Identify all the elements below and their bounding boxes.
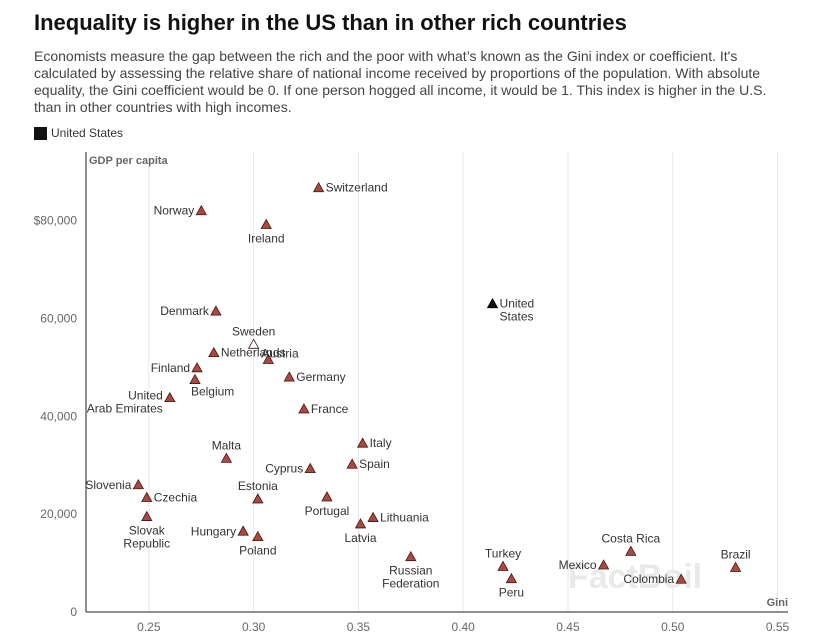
legend-label: United States xyxy=(51,126,124,140)
y-tick-label: 20,000 xyxy=(40,507,77,521)
point-lithuania-label: Lithuania xyxy=(380,511,429,525)
point-austria-label: Austria xyxy=(261,346,299,360)
y-tick-label: $80,000 xyxy=(34,214,78,228)
point-germany-marker xyxy=(283,371,295,382)
point-colombia-marker xyxy=(675,573,687,584)
legend: United States xyxy=(34,126,123,140)
point-czechia-marker xyxy=(141,491,153,502)
point-austria-marker xyxy=(262,353,274,364)
x-tick-label: 0.25 xyxy=(137,620,161,634)
point-france-label: France xyxy=(311,402,349,416)
point-czechia-label: Czechia xyxy=(154,490,198,504)
point-slovak-republic-label: Slovak Republic xyxy=(123,524,170,551)
point-netherlands-marker xyxy=(208,346,220,358)
point-mexico-label: Mexico xyxy=(559,558,597,572)
point-latvia-label: Latvia xyxy=(344,531,376,545)
point-netherlands-label: Netherlands xyxy=(221,346,286,360)
point-united-arab-emirates-label: United Arab Emirates xyxy=(87,389,163,416)
grid-lines xyxy=(148,152,779,612)
point-hungary-label: Hungary xyxy=(191,524,236,538)
point-norway-label: Norway xyxy=(154,204,195,218)
point-portugal-marker xyxy=(321,491,333,502)
y-axis-title: GDP per capita xyxy=(89,155,169,167)
point-france-marker xyxy=(298,403,310,414)
point-ireland-marker xyxy=(260,218,272,229)
point-lithuania-marker xyxy=(367,511,379,522)
point-italy-marker xyxy=(356,437,369,448)
point-sweden-marker xyxy=(247,338,260,349)
point-ireland-label: Ireland xyxy=(248,231,285,245)
point-turkey-marker xyxy=(497,560,509,571)
point-costa-rica-label: Costa Rica xyxy=(601,531,660,545)
point-brazil-label: Brazil xyxy=(721,547,751,561)
point-brazil-marker xyxy=(729,561,742,572)
point-malta-label: Malta xyxy=(212,438,242,452)
chart-title: Inequality is higher in the US than in o… xyxy=(34,10,627,35)
x-tick-label: 0.40 xyxy=(452,620,476,634)
point-turkey-label: Turkey xyxy=(485,546,521,560)
point-malta-marker xyxy=(220,452,233,463)
y-tick-label: 40,000 xyxy=(40,409,77,423)
point-cyprus-marker xyxy=(304,462,316,474)
y-tick-label: 0 xyxy=(70,605,77,619)
x-tick-label: 0.45 xyxy=(556,620,580,634)
point-russian-federation-marker xyxy=(405,550,417,562)
x-tick-label: 0.35 xyxy=(347,620,371,634)
point-united-states-marker xyxy=(486,297,499,309)
chart-subtitle: Economists measure the gap between the r… xyxy=(34,48,767,115)
point-poland-label: Poland xyxy=(239,544,276,558)
axes: 0.25 0.30 0.35 0.40 0.45 0.50 0.55 0 20,000 40,00… xyxy=(34,152,790,634)
point-poland-marker xyxy=(252,530,264,542)
point-denmark-marker xyxy=(210,305,222,316)
point-belgium-label: Belgium xyxy=(191,385,234,399)
point-finland-label: Finland xyxy=(151,361,190,375)
point-peru-marker xyxy=(505,572,518,584)
point-costa-rica-marker xyxy=(625,545,637,556)
point-united-arab-emirates-marker xyxy=(164,391,176,403)
point-estonia-label: Estonia xyxy=(238,479,278,493)
point-cyprus-label: Cyprus xyxy=(265,462,303,476)
data-points: Switzerland Norway Ireland United States Denm… xyxy=(85,181,750,600)
point-sweden-label: Sweden xyxy=(232,324,275,338)
point-switzerland-label: Switzerland xyxy=(326,181,388,195)
point-spain-label: Spain xyxy=(359,457,390,471)
x-tick-label: 0.55 xyxy=(766,620,790,634)
y-tick-label: 60,000 xyxy=(40,311,77,325)
point-slovak-republic-marker xyxy=(141,510,153,521)
x-tick-label: 0.30 xyxy=(242,620,266,634)
point-estonia-marker xyxy=(252,493,264,504)
point-colombia-label: Colombia xyxy=(623,572,674,586)
point-spain-marker xyxy=(346,458,358,469)
x-axis-title: Gini xyxy=(767,597,788,609)
point-switzerland-marker xyxy=(312,181,325,193)
point-norway-marker xyxy=(195,204,207,216)
point-latvia-marker xyxy=(354,518,367,529)
point-belgium-marker xyxy=(189,373,201,384)
legend-swatch xyxy=(34,126,47,140)
point-portugal-label: Portugal xyxy=(305,504,350,518)
point-united-states-label: United States xyxy=(500,297,535,324)
point-slovenia-marker xyxy=(132,478,145,490)
point-finland-marker xyxy=(191,361,203,373)
point-slovenia-label: Slovenia xyxy=(85,478,131,492)
point-peru-label: Peru xyxy=(499,586,524,600)
point-germany-label: Germany xyxy=(296,370,345,384)
point-mexico-marker xyxy=(597,559,610,570)
point-italy-label: Italy xyxy=(370,436,392,450)
point-hungary-marker xyxy=(237,525,249,536)
point-denmark-label: Denmark xyxy=(160,304,210,318)
x-tick-label: 0.50 xyxy=(661,620,685,634)
point-russian-federation-label: Russian Federation xyxy=(382,564,439,591)
